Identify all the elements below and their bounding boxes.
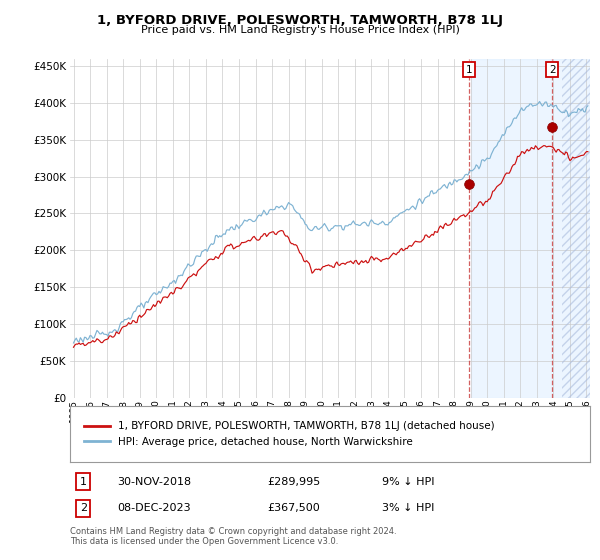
Text: 1: 1 xyxy=(80,477,86,487)
Text: 2: 2 xyxy=(80,503,87,513)
Text: 08-DEC-2023: 08-DEC-2023 xyxy=(117,503,191,513)
Text: 30-NOV-2018: 30-NOV-2018 xyxy=(117,477,191,487)
Text: 9% ↓ HPI: 9% ↓ HPI xyxy=(382,477,434,487)
Text: Contains HM Land Registry data © Crown copyright and database right 2024.
This d: Contains HM Land Registry data © Crown c… xyxy=(70,526,397,546)
Text: 2: 2 xyxy=(549,65,556,75)
Text: 3% ↓ HPI: 3% ↓ HPI xyxy=(382,503,434,513)
Text: £367,500: £367,500 xyxy=(268,503,320,513)
Bar xyxy=(470,59,590,398)
Text: 1: 1 xyxy=(466,65,473,75)
Text: £289,995: £289,995 xyxy=(268,477,321,487)
Legend: 1, BYFORD DRIVE, POLESWORTH, TAMWORTH, B78 1LJ (detached house), HPI: Average pr: 1, BYFORD DRIVE, POLESWORTH, TAMWORTH, B… xyxy=(80,418,498,450)
Text: 1, BYFORD DRIVE, POLESWORTH, TAMWORTH, B78 1LJ: 1, BYFORD DRIVE, POLESWORTH, TAMWORTH, B… xyxy=(97,14,503,27)
Text: Price paid vs. HM Land Registry's House Price Index (HPI): Price paid vs. HM Land Registry's House … xyxy=(140,25,460,35)
Bar xyxy=(562,59,590,398)
